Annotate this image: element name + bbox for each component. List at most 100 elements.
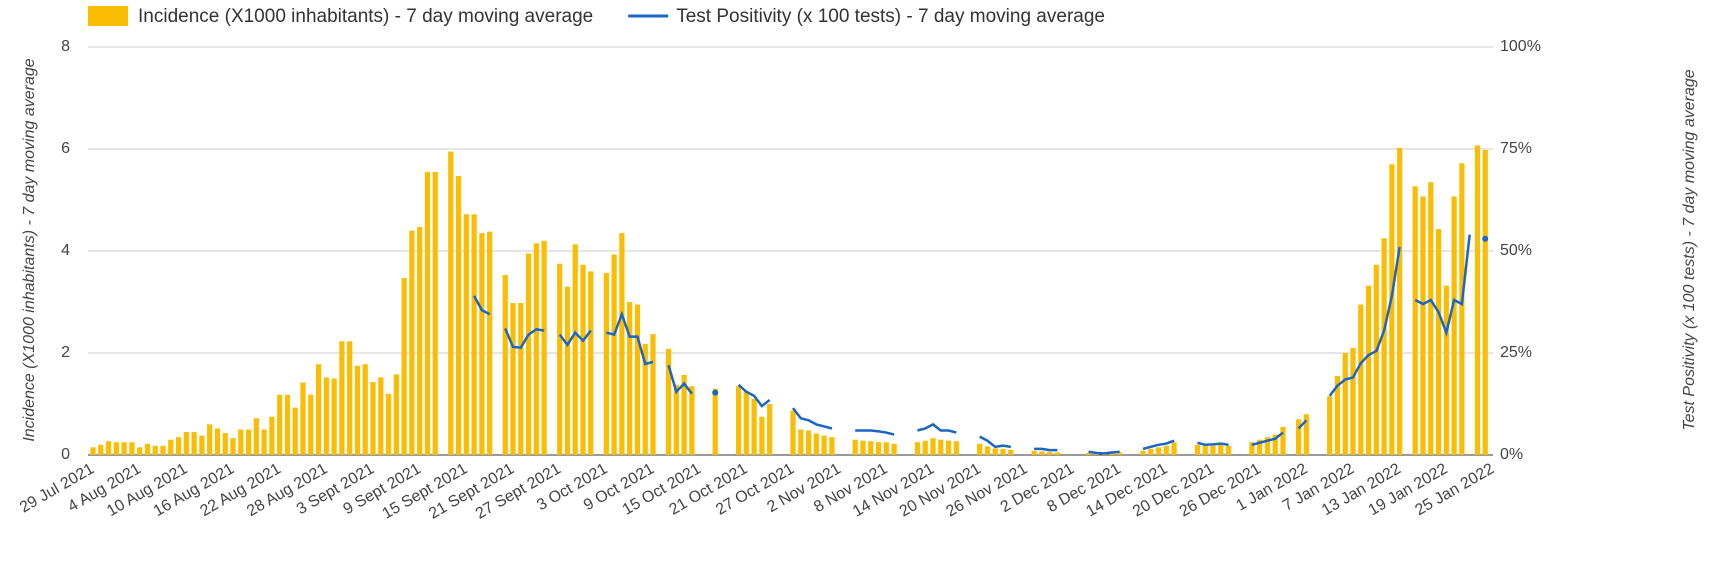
y2-tick-label: 0% (1500, 446, 1523, 463)
line (792, 407, 833, 430)
bar (510, 303, 516, 455)
bar (681, 374, 687, 455)
bar (735, 386, 742, 455)
bar (572, 244, 578, 455)
line-point (1482, 235, 1489, 242)
bar (214, 428, 221, 455)
bar (852, 439, 858, 455)
bar (323, 377, 329, 455)
bar (868, 441, 874, 455)
bar (922, 440, 928, 455)
bar (98, 444, 104, 455)
bar (261, 429, 267, 455)
bar (650, 334, 656, 455)
bar (767, 404, 773, 455)
bar (564, 286, 571, 455)
bar (245, 429, 252, 455)
bar (129, 442, 135, 455)
y-axis-title: Incidence (X1000 inhabitants) - 7 day mo… (21, 58, 38, 441)
bar (798, 429, 804, 455)
bar (269, 416, 275, 455)
line (979, 435, 1011, 449)
bar (1397, 147, 1403, 456)
bar (105, 441, 112, 455)
legend-swatch (88, 6, 128, 26)
bar (175, 437, 182, 455)
bar (1412, 186, 1418, 456)
bar (238, 429, 244, 455)
bar (580, 264, 586, 455)
bar (1194, 444, 1201, 455)
bar (207, 424, 213, 455)
bar (183, 432, 189, 455)
bar (829, 437, 835, 455)
bar (1381, 238, 1387, 455)
bar (339, 341, 345, 455)
bar (712, 388, 718, 455)
line (1034, 447, 1058, 452)
y-tick-label: 0 (61, 446, 70, 463)
line-point (712, 389, 719, 396)
bar (199, 435, 205, 455)
bar (1295, 419, 1302, 455)
line (1414, 234, 1471, 337)
line (558, 329, 592, 348)
y2-tick-label: 50% (1500, 242, 1532, 259)
bar (1272, 434, 1278, 455)
y-tick-label: 6 (61, 140, 70, 157)
bar (525, 253, 532, 455)
bar (1218, 444, 1224, 455)
y2-tick-label: 25% (1500, 344, 1532, 361)
bar (378, 377, 384, 455)
bar (1039, 451, 1045, 455)
bar (487, 231, 493, 455)
line (1328, 246, 1401, 397)
bar (1202, 445, 1208, 455)
bar (1303, 414, 1309, 455)
bar (945, 440, 952, 455)
bar (541, 240, 547, 455)
bar (603, 272, 609, 455)
bar (385, 393, 392, 455)
bar (90, 447, 96, 455)
bar (1474, 145, 1481, 455)
bar (1264, 437, 1271, 455)
bar (144, 443, 151, 455)
bar (1435, 229, 1442, 455)
line (1297, 419, 1308, 430)
y-tick-label: 4 (61, 242, 70, 259)
bar (938, 439, 944, 455)
y2-tick-label: 100% (1500, 38, 1541, 55)
bar (673, 384, 679, 455)
bar (1148, 448, 1154, 455)
bar (1428, 182, 1434, 455)
y2-tick-label: 75% (1500, 140, 1532, 157)
bar (533, 243, 539, 455)
bar (1365, 285, 1372, 455)
bar (230, 438, 236, 455)
bar (401, 278, 407, 455)
bar (137, 447, 143, 455)
bar (1482, 150, 1488, 455)
line (855, 429, 895, 436)
bar (1420, 196, 1426, 455)
line (1142, 439, 1175, 451)
bar (1000, 448, 1006, 455)
bar (1327, 396, 1333, 455)
legend-label: Incidence (X1000 inhabitants) - 7 day mo… (138, 6, 593, 27)
bar (759, 416, 765, 455)
bar (891, 443, 897, 455)
bar (463, 214, 469, 455)
bar (1342, 353, 1348, 455)
bar (813, 433, 819, 455)
bar (448, 151, 454, 456)
bar (751, 398, 757, 455)
bar (1210, 445, 1216, 455)
bar (331, 378, 337, 455)
line (1197, 441, 1229, 447)
bar (689, 386, 695, 455)
bar (977, 443, 983, 455)
y2-axis-title: Test Positivity (x 100 tests) - 7 day mo… (1681, 69, 1698, 430)
bar (222, 433, 228, 455)
